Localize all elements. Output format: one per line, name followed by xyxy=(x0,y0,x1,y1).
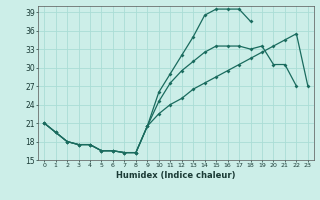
X-axis label: Humidex (Indice chaleur): Humidex (Indice chaleur) xyxy=(116,171,236,180)
